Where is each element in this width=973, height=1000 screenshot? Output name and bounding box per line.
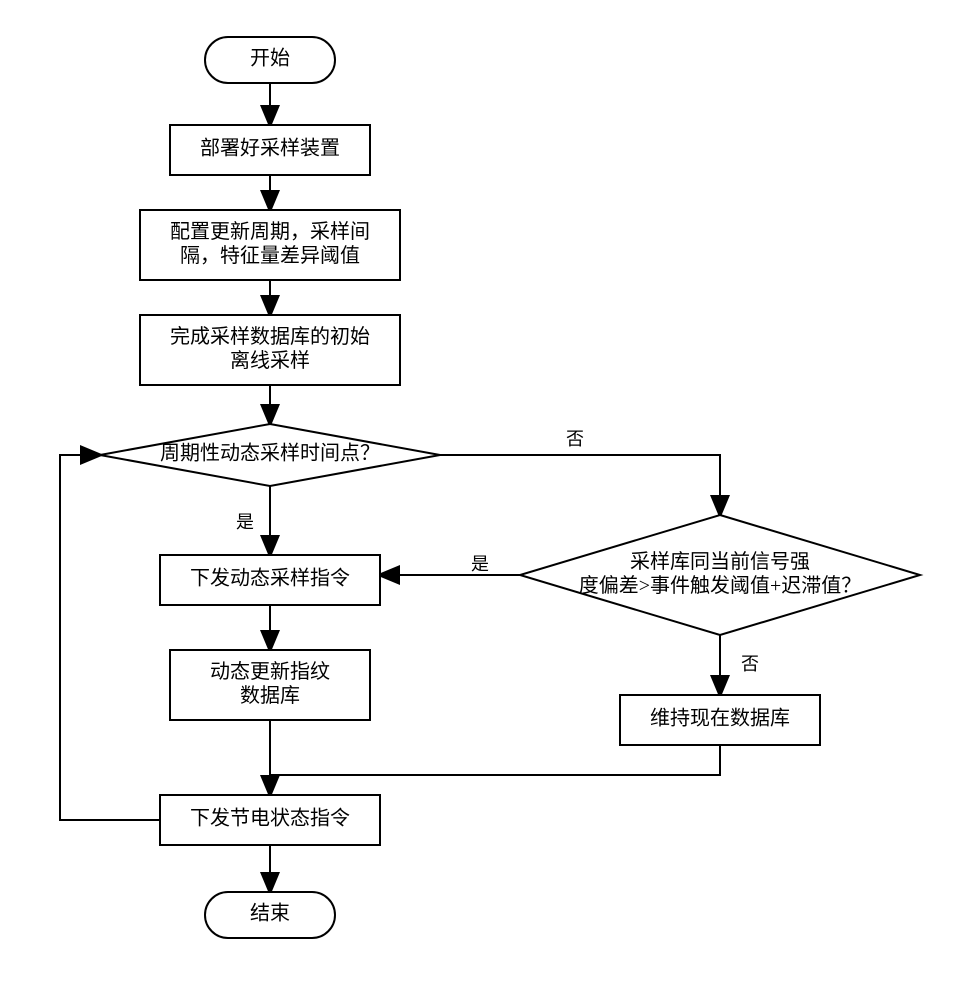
edge-label: 是 — [471, 554, 489, 574]
node-n6: 维持现在数据库 — [620, 695, 820, 745]
node-start: 开始 — [205, 37, 335, 83]
edge-label: 否 — [741, 654, 759, 674]
edge-label: 是 — [236, 512, 254, 532]
node-label: 部署好采样装置 — [200, 137, 340, 160]
edge-label: 否 — [566, 429, 584, 449]
node-n1: 部署好采样装置 — [170, 125, 370, 175]
node-label: 维持现在数据库 — [650, 707, 790, 730]
node-d1: 周期性动态采样时间点？ — [100, 424, 440, 486]
node-n5: 动态更新指纹数据库 — [170, 650, 370, 720]
node-n7: 下发节电状态指令 — [160, 795, 380, 845]
node-n4: 下发动态采样指令 — [160, 555, 380, 605]
flowchart-canvas: 开始部署好采样装置配置更新周期，采样间隔，特征量差异阈值完成采样数据库的初始离线… — [20, 20, 953, 980]
node-label: 开始 — [250, 47, 290, 70]
node-n3: 完成采样数据库的初始离线采样 — [140, 315, 400, 385]
edge — [270, 745, 720, 775]
node-d2: 采样库同当前信号强度偏差>事件触发阈值+迟滞值？ — [520, 515, 920, 635]
edge — [440, 455, 720, 515]
node-label: 下发节电状态指令 — [190, 807, 350, 830]
edge — [60, 455, 160, 820]
node-n2: 配置更新周期，采样间隔，特征量差异阈值 — [140, 210, 400, 280]
node-end: 结束 — [205, 892, 335, 938]
node-label: 周期性动态采样时间点？ — [160, 442, 380, 465]
node-label: 结束 — [250, 902, 290, 925]
node-label: 下发动态采样指令 — [190, 567, 350, 590]
